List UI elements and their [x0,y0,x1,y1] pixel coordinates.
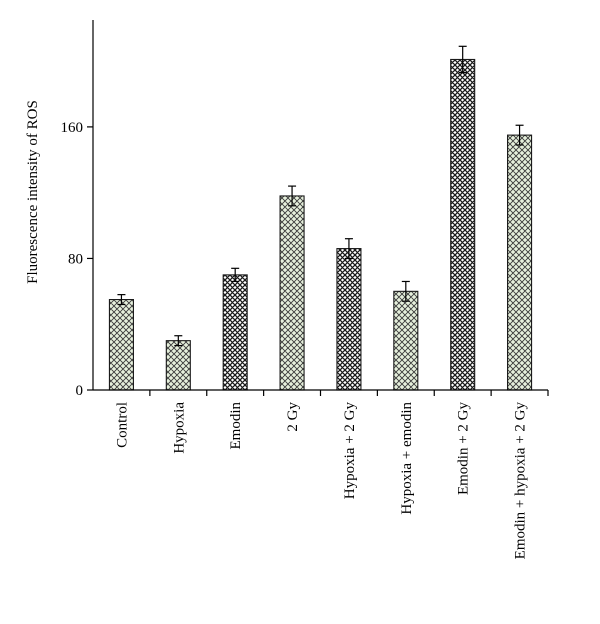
bar [336,248,362,391]
bar [279,195,305,391]
y-tick-label: 160 [61,120,84,136]
x-category-label: Hypoxia [171,402,187,454]
x-category-label: Emodin [228,402,244,450]
x-axis-ticks [149,390,549,396]
bar [507,134,533,391]
y-axis-ticks: 0 80 160 [61,120,93,399]
bar [222,274,248,391]
bar [450,58,476,391]
x-category-label: Hypoxia + emodin [399,402,415,515]
bars [108,58,533,391]
y-axis-label: Fluorescence intensity of ROS [25,100,41,284]
x-category-label: Hypoxia + 2 Gy [342,402,358,500]
bar [108,299,134,391]
y-tick-label: 0 [76,383,84,399]
x-axis-category-labels: Control Hypoxia Emodin 2 Gy Hypoxia + 2 Gy Hy… [114,402,528,560]
error-bars [117,45,524,347]
bar [165,340,191,391]
x-category-label: Emodin + 2 Gy [456,402,472,496]
bar [393,290,419,391]
x-category-label: 2 Gy [285,402,301,432]
y-tick-label: 80 [68,251,83,267]
x-category-label: Control [114,402,130,448]
x-category-label: Emodin + hypoxia + 2 Gy [513,402,529,560]
